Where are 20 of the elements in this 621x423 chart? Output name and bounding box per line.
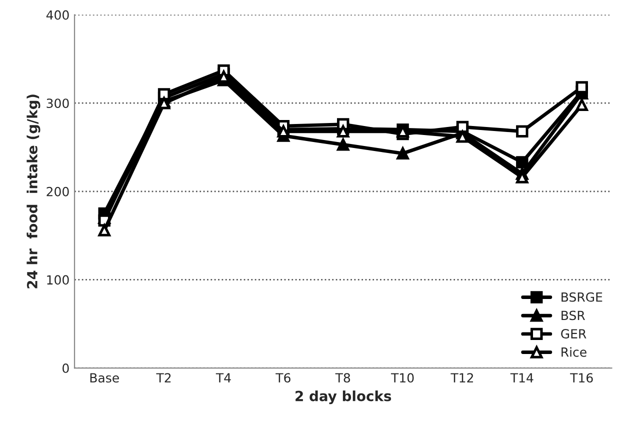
- x-tick-label: Base: [90, 373, 119, 383]
- x-tick-label: T14: [510, 373, 534, 382]
- y-tick-label: 400: [46, 10, 69, 20]
- legend-label: BSR: [562, 310, 585, 320]
- x-tick-label: T6: [276, 373, 290, 383]
- x-tick-label: T10: [390, 373, 414, 383]
- x-tick-label: T8: [335, 373, 350, 383]
- legend-label: GER: [561, 329, 586, 338]
- x-tick-label: T4: [216, 373, 231, 382]
- x-tick-label: T12: [450, 373, 473, 382]
- x-axis-title: 2 day blocks: [296, 390, 392, 404]
- y-axis-title: 24 hr food intake (g/kg): [26, 94, 40, 288]
- legend-label: Rice: [562, 347, 586, 357]
- x-tick-label: T2: [156, 373, 171, 382]
- y-tick-label: 0: [62, 363, 69, 373]
- x-tick-label: T16: [570, 373, 593, 383]
- y-tick-label: 200: [46, 186, 69, 196]
- y-tick-label: 300: [46, 98, 69, 108]
- legend-label: BSRGE: [562, 292, 602, 302]
- y-tick-label: 100: [47, 275, 69, 285]
